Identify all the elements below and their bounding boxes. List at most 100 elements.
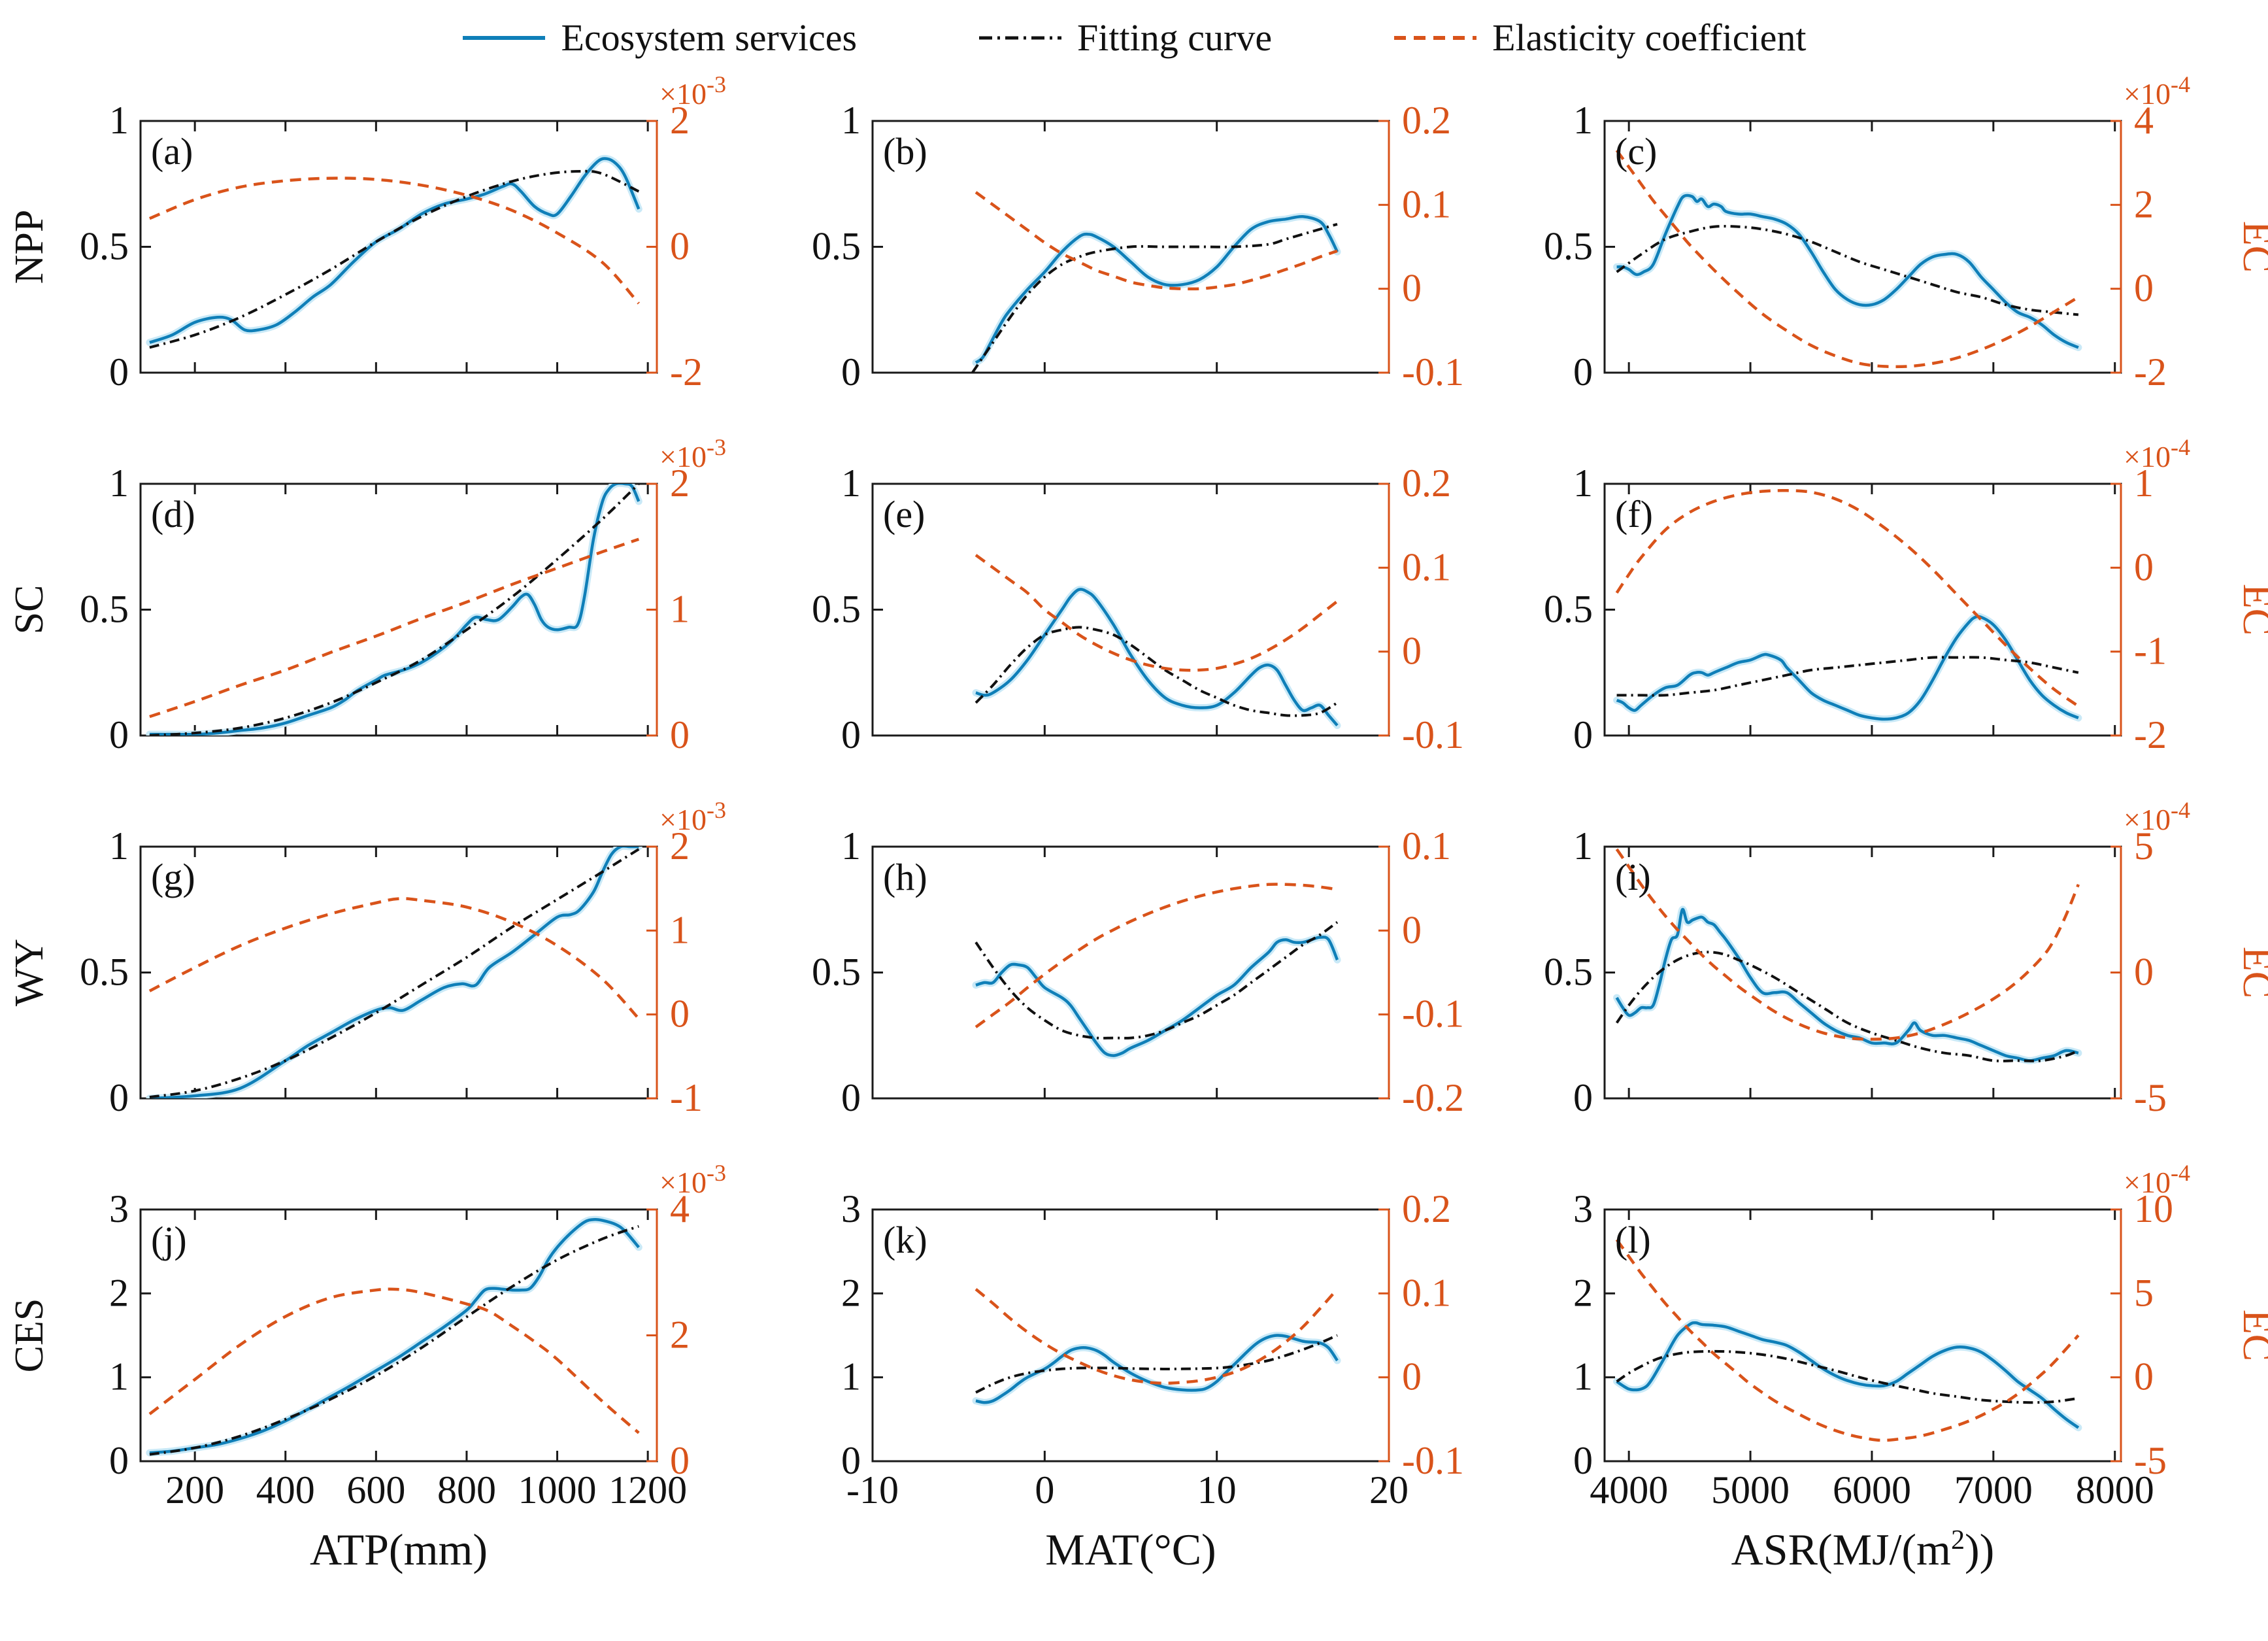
y-left-tick-label: 0 — [109, 1439, 129, 1482]
elasticity-coefficient-curve — [1615, 489, 2080, 707]
elasticity-coefficient-curve — [149, 537, 640, 719]
y-left-tick-label: 0.5 — [80, 225, 129, 268]
panel-letter-d: (d) — [151, 493, 195, 535]
y-right-tick-label: 0.1 — [1402, 1271, 1451, 1314]
y-left-tick-label: 1 — [841, 824, 861, 868]
ecosystem-services-curve — [149, 1218, 641, 1455]
y-right-tick-label: 0 — [2134, 267, 2154, 310]
x-tick-label: 0 — [1035, 1468, 1054, 1512]
panel-letter-c: (c) — [1615, 130, 1657, 173]
panel-a: 0 0.5 1 -2 0 2×10-3 (a) NPP — [7, 71, 726, 394]
row-label-CES: CES — [7, 1298, 52, 1373]
panel-letter-l: (l) — [1615, 1219, 1651, 1261]
elasticity-coefficient-curve — [1615, 149, 2080, 369]
y-right-tick-label: 2 — [2134, 182, 2154, 226]
x-tick-label: 200 — [165, 1468, 224, 1512]
y-right-tick-label: -2 — [2134, 350, 2167, 394]
y-right-tick-label: 2 — [670, 1313, 690, 1357]
y-left-tick-label: 0.5 — [812, 225, 861, 268]
legend-item-ecosystem-services: Ecosystem services — [461, 16, 857, 59]
y-right-tick-label: -2 — [2134, 713, 2167, 756]
y-left-tick-label: 0 — [1573, 1439, 1593, 1482]
y-right-tick-label: -0.1 — [1402, 350, 1464, 394]
panel-b: 0 0.5 1 -0.1 0 0.1 0.2 (b) — [812, 99, 1464, 394]
legend-label-ecosystem-services: Ecosystem services — [561, 16, 858, 59]
y-left-tick-label: 1 — [841, 462, 861, 505]
y-left-tick-label: 1 — [109, 462, 129, 505]
x-tick-label: 1200 — [609, 1468, 687, 1512]
panel-c: 0 0.5 1 -2 0 2 4×10-4 (c) EC — [1544, 71, 2268, 394]
y-left-tick-label: 0.5 — [80, 951, 129, 994]
y-left-tick-label: 0 — [841, 1076, 861, 1119]
panel-letter-h: (h) — [883, 856, 927, 898]
plot-box-d — [139, 482, 658, 737]
ecosystem-services-curve — [1616, 194, 2079, 349]
y-right-tick-label: 0 — [2134, 951, 2154, 994]
legend-label-elasticity-coefficient: Elasticity coefficient — [1492, 16, 1807, 59]
legend: Ecosystem services Fitting curve Elastic… — [0, 16, 2268, 59]
y-right-tick-label: 0 — [670, 713, 690, 756]
x-tick-label: 8000 — [2076, 1468, 2154, 1512]
right-axis-exponent: ×10-3 — [659, 71, 726, 110]
panel-f: 00.51-2-101×10-4(f)EC — [1544, 434, 2268, 756]
right-axis-label-ec: EC — [2235, 584, 2268, 635]
x-tick-label: 600 — [346, 1468, 405, 1512]
plot-box-j — [139, 1208, 658, 1463]
ecosystem-services-curve — [975, 214, 1339, 364]
x-tick-label: 800 — [437, 1468, 496, 1512]
plot-box-f — [1603, 482, 2122, 737]
y-right-tick-label: 1 — [670, 908, 690, 951]
fitting-curve — [149, 848, 640, 1098]
right-axis-exponent: ×10-3 — [659, 1160, 726, 1199]
y-left-tick-label: 0 — [109, 1076, 129, 1119]
ecosystem-services-curve — [149, 847, 639, 1098]
y-left-tick-label: 1 — [1573, 1355, 1593, 1398]
y-left-tick-label: 0.5 — [1544, 951, 1593, 994]
elasticity-coefficient-curve — [1615, 848, 2080, 1041]
panel-e: 0 0.5 1 -0.1 0 0.1 0.2 (e) — [812, 462, 1464, 756]
y-right-tick-label: 5 — [2134, 824, 2154, 868]
row-label-WY: WY — [7, 939, 52, 1006]
fitting-curve-line-icon — [979, 36, 1062, 39]
plot-box-g — [139, 845, 658, 1100]
y-right-tick-label: 5 — [2134, 1271, 2154, 1314]
y-right-tick-label: 1 — [670, 588, 690, 631]
y-left-tick-label: 0.5 — [80, 588, 129, 631]
fitting-curve — [149, 484, 640, 736]
x-tick-label: 5000 — [1711, 1468, 1790, 1512]
fitting-curve — [1616, 224, 2079, 316]
fitting-curve — [971, 222, 1338, 373]
ecosystem-services-curve — [1615, 907, 2079, 1062]
legend-label-fitting-curve: Fitting curve — [1077, 16, 1273, 59]
y-right-tick-label: 0 — [670, 225, 690, 268]
panel-d: 0 0.5 1 0 1 2×10-3 (d) SC — [7, 434, 726, 756]
y-right-tick-label: 2 — [670, 99, 690, 142]
y-left-tick-label: 3 — [109, 1187, 129, 1230]
y-right-tick-label: 0 — [670, 1439, 690, 1482]
panel-letter-k: (k) — [883, 1219, 927, 1261]
y-right-tick-label: 0.1 — [1402, 824, 1451, 868]
plot-box-k — [871, 1208, 1390, 1463]
x-tick-label: 400 — [256, 1468, 315, 1512]
right-axis-exponent: ×10-4 — [2124, 434, 2190, 473]
x-tick-label: 1000 — [518, 1468, 597, 1512]
y-left-tick-label: 2 — [1573, 1271, 1593, 1314]
y-right-tick-label: 0 — [2134, 545, 2154, 588]
ecosystem-services-line-icon — [463, 35, 546, 40]
y-right-tick-label: 0 — [1402, 908, 1422, 951]
fitting-curve — [1616, 1349, 2079, 1404]
elasticity-coefficient-curve — [975, 554, 1339, 672]
x-tick-label: 20 — [1369, 1468, 1409, 1512]
y-left-tick-label: 0.5 — [1544, 225, 1593, 268]
plot-box-i — [1603, 845, 2122, 1100]
y-right-tick-label: -0.2 — [1402, 1076, 1464, 1119]
y-left-tick-label: 0.5 — [812, 951, 861, 994]
fitting-curve — [975, 1334, 1338, 1394]
y-left-tick-label: 1 — [109, 824, 129, 868]
y-left-tick-label: 1 — [1573, 824, 1593, 868]
fitting-curve — [975, 626, 1339, 717]
row-label-SC: SC — [7, 585, 52, 635]
panel-letter-j: (j) — [151, 1219, 187, 1261]
